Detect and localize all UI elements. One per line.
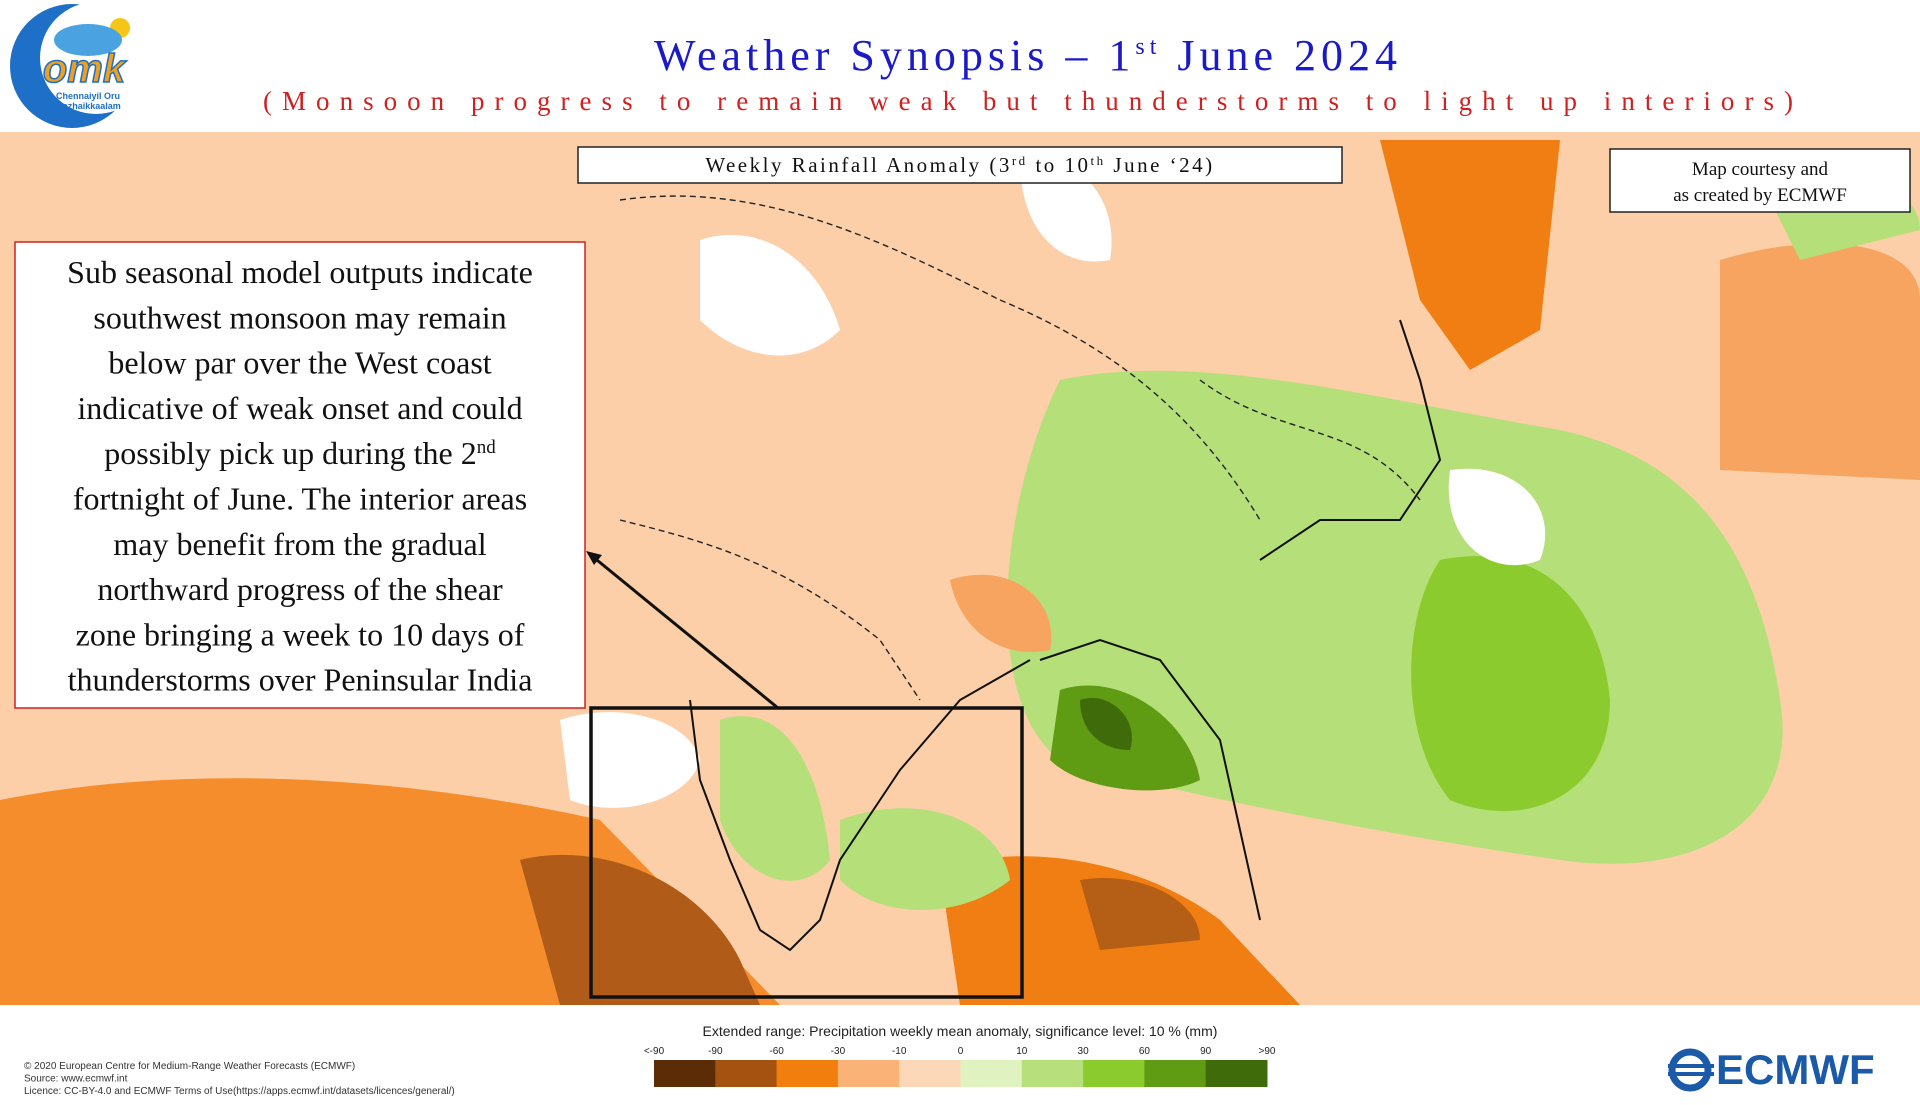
legend: <-90 -90 -60 -30 -10 0 10 30 60 90 >90 <box>644 1046 1276 1087</box>
callout-text: may benefit from the gradual <box>113 526 486 562</box>
callout-text: northward progress of the shear <box>97 571 503 607</box>
title-text: Weather Synopsis – 1 <box>654 31 1135 80</box>
courtesy-box <box>1609 148 1911 213</box>
legend-swatch <box>1021 1060 1084 1087</box>
callout-text: southwest monsoon may remain <box>93 299 506 335</box>
brand: ECMWF <box>1716 1046 1875 1093</box>
logo: omk Chennaiyil Oru Mazhaikkaalam <box>10 2 152 128</box>
legend-swatch <box>715 1060 778 1087</box>
map-label-sup: rd <box>1012 153 1028 168</box>
legend-label: -10 <box>892 1046 907 1057</box>
copyright-line: Source: www.ecmwf.int <box>24 1074 128 1085</box>
callout-line: indicative of weak onset and could <box>77 390 522 426</box>
legend-swatch <box>899 1060 961 1087</box>
legend-label: 0 <box>958 1046 964 1057</box>
map-label-sup: th <box>1091 153 1106 168</box>
legend-swatch <box>960 1060 1023 1087</box>
title-text: June 2024 <box>1161 31 1402 80</box>
logo-caption: Chennaiyil Oru <box>56 91 120 101</box>
legend-swatch <box>1144 1060 1207 1087</box>
callout-text: indicative of weak onset and could <box>77 390 522 426</box>
legend-swatch <box>776 1060 839 1087</box>
arrow-head <box>586 551 602 565</box>
courtesy: as created by ECMWF <box>1673 185 1847 206</box>
callout-line: fortnight of June. The interior areas <box>73 481 527 517</box>
callout: Sub seasonal model outputs indicate south… <box>67 254 533 698</box>
brand-logo: ECMWF <box>1668 1046 1875 1093</box>
legend-swatch <box>1083 1060 1145 1087</box>
subtitle: (Monsoon progress to remain weak but thu… <box>263 86 1793 116</box>
callout-text: possibly pick up during the 2 <box>104 435 476 471</box>
copyright-line: © 2020 European Centre for Medium-Range … <box>24 1061 355 1072</box>
map-label-text: June ‘24) <box>1106 153 1215 177</box>
callout-line: possibly pick up during the 2nd <box>104 435 496 471</box>
map-label: Weekly Rainfall Anomaly (3rd to 10th Jun… <box>705 153 1214 177</box>
copyright-line: Licence: CC-BY-4.0 and ECMWF Terms of Us… <box>24 1086 455 1097</box>
legend-title: Extended range: Precipitation weekly mea… <box>703 1023 1218 1039</box>
callout-line: northward progress of the shear <box>97 571 503 607</box>
legend-swatch <box>837 1060 900 1087</box>
title-sup: st <box>1135 34 1161 60</box>
copyright: © 2020 European Centre for Medium-Range … <box>24 1061 455 1097</box>
map-label-box <box>577 146 1343 184</box>
legend-swatch <box>654 1060 716 1087</box>
arrow <box>591 554 779 710</box>
map-label-text: Weekly Rainfall Anomaly (3 <box>705 153 1012 177</box>
legend-label: 60 <box>1139 1046 1151 1057</box>
courtesy: Map courtesy and <box>1692 159 1829 180</box>
callout-text: fortnight of June. The interior areas <box>73 481 527 517</box>
callout-line: Sub seasonal model outputs indicate <box>67 254 533 290</box>
callout-line: zone bringing a week to 10 days of <box>76 616 525 652</box>
callout-line: below par over the West coast <box>108 345 491 381</box>
callout-text: zone bringing a week to 10 days of <box>76 616 525 652</box>
title: Weather Synopsis – 1st June 2024 <box>654 31 1402 80</box>
legend-label: 30 <box>1078 1046 1090 1057</box>
legend-label: >90 <box>1259 1046 1276 1057</box>
map <box>0 132 1920 1005</box>
map-label-text: to 10 <box>1028 153 1091 177</box>
callout-box <box>14 241 586 709</box>
callout-text: Sub seasonal model outputs indicate <box>67 254 533 290</box>
callout-line: may benefit from the gradual <box>113 526 486 562</box>
legend-label: 90 <box>1200 1046 1212 1057</box>
focus-box <box>589 706 1024 999</box>
logo-caption: Mazhaikkaalam <box>55 101 121 111</box>
callout-sup: nd <box>477 437 497 458</box>
callout-line: southwest monsoon may remain <box>93 299 506 335</box>
callout-line: thunderstorms over Peninsular India <box>68 662 533 698</box>
legend-swatch <box>1205 1060 1268 1087</box>
legend-label: 10 <box>1016 1046 1028 1057</box>
callout-text: thunderstorms over Peninsular India <box>68 662 533 698</box>
logo-text: omk <box>43 47 127 91</box>
legend-label: -60 <box>769 1046 784 1057</box>
callout-text: below par over the West coast <box>108 345 491 381</box>
legend-label: -90 <box>708 1046 723 1057</box>
legend-label: <-90 <box>644 1046 665 1057</box>
legend-label: -30 <box>831 1046 846 1057</box>
